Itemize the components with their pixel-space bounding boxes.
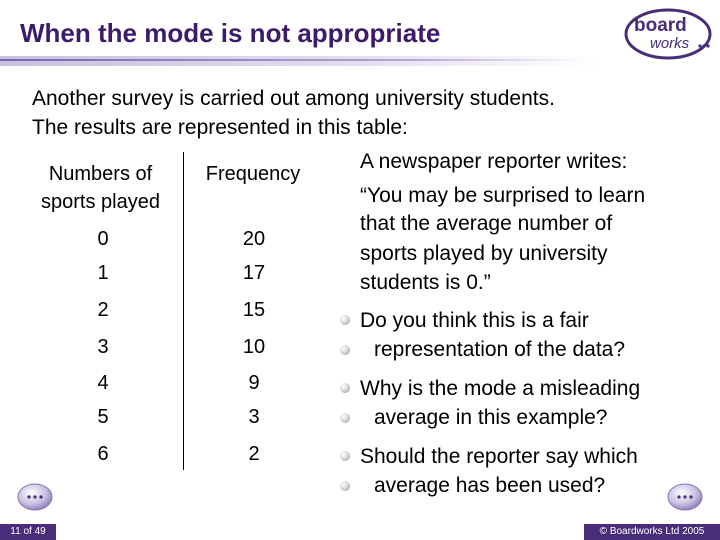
cell-sports: 1 (97, 262, 109, 284)
cell-sports: 0 (97, 228, 109, 250)
bullet-icon (340, 481, 350, 491)
question-line: Should the reporter say which (360, 445, 638, 468)
copyright-notice: © Boardworks Ltd 2005 (584, 524, 720, 540)
quote-line: that the average number of (360, 212, 613, 235)
intro-text: Another survey is carried out among univ… (32, 84, 672, 142)
quote-line: “You may be surprised to learn (360, 184, 646, 207)
cell-sports: 2 (97, 299, 109, 321)
bullet-icon (340, 315, 350, 325)
question-line: average has been used? (374, 474, 606, 497)
cell-frequency: 20 (242, 228, 266, 250)
quote-line: A newspaper reporter writes: (360, 150, 628, 173)
cell-frequency: 9 (248, 372, 260, 394)
cell-frequency: 10 (242, 336, 266, 358)
header-number-of-sports: Numbers of sports played (41, 163, 160, 213)
cell-sports: 4 (97, 372, 109, 394)
table-column-divider (183, 152, 184, 470)
quote-line: students is 0.” (360, 271, 491, 294)
title-underline (0, 59, 590, 61)
cell-sports: 5 (97, 406, 109, 428)
bullet-icon (340, 345, 350, 355)
previous-slide-button[interactable] (16, 482, 54, 512)
page-number: 11 of 49 (0, 524, 56, 540)
cell-sports: 6 (97, 443, 109, 465)
svg-text:works: works (650, 35, 690, 52)
cell-frequency: 17 (242, 262, 266, 284)
question-line: representation of the data? (374, 338, 626, 361)
question-line: Do you think this is a fair (360, 309, 589, 332)
bullet-icon (340, 451, 350, 461)
cell-frequency: 15 (242, 299, 266, 321)
slide-title: When the mode is not appropriate (20, 18, 441, 48)
question-line: Why is the mode a misleading (360, 377, 641, 400)
cell-frequency: 2 (248, 443, 260, 465)
question-line: average in this example? (374, 406, 608, 429)
boardworks-logo: board works (624, 8, 712, 60)
intro-line-1: Another survey is carried out among univ… (32, 87, 555, 110)
svg-text:board: board (634, 15, 687, 36)
cell-sports: 3 (97, 336, 109, 358)
intro-line-2: The results are represented in this tabl… (32, 116, 408, 139)
bullet-icon (340, 413, 350, 423)
next-slide-button[interactable] (666, 482, 704, 512)
cell-frequency: 3 (248, 406, 260, 428)
bullet-icon (340, 383, 350, 393)
title-underline-band (0, 56, 600, 66)
header-frequency: Frequency (205, 163, 301, 185)
quote-line: sports played by university (360, 242, 608, 265)
